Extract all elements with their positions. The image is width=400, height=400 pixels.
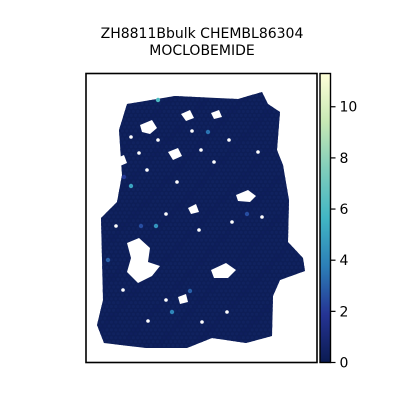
chart-title: ZH8811Bbulk CHEMBL86304 (100, 26, 304, 42)
white-speck-5 (145, 168, 149, 172)
high-expression-spots (105, 97, 250, 315)
white-speck-9 (230, 220, 234, 224)
high-spot-2 (153, 223, 159, 229)
colorbar-ticks: 0 2 4 6 8 10 (330, 100, 358, 372)
white-speck-7 (197, 228, 201, 232)
hole-lower-mid (178, 294, 188, 304)
colorbar-tick-label-8: 8 (340, 151, 349, 167)
hole-top-a (181, 110, 194, 121)
hole-upper-mid (168, 148, 182, 160)
white-speck-10 (114, 224, 118, 228)
white-speck-0 (156, 138, 160, 142)
hole-right-upper (236, 190, 256, 202)
chart-subtitle: MOCLOBEMIDE (149, 43, 255, 59)
white-speck-18 (137, 151, 141, 155)
white-speck-15 (260, 215, 264, 219)
colorbar (319, 72, 332, 364)
white-speck-3 (212, 160, 216, 164)
colorbar-tick-label-2: 2 (340, 304, 349, 320)
white-speck-6 (175, 180, 179, 184)
white-speck-11 (121, 288, 125, 292)
high-spot-3 (169, 309, 175, 315)
hole-top-b (211, 110, 222, 119)
white-specks (114, 129, 264, 324)
hole-left-edge (117, 155, 127, 166)
colorbar-tick-label-4: 4 (340, 253, 349, 269)
high-spot-7 (138, 223, 144, 229)
tissue-holes (117, 110, 256, 304)
white-speck-16 (200, 320, 204, 324)
white-speck-17 (190, 129, 194, 133)
hole-large-left (127, 238, 160, 283)
colorbar-tick-label-0: 0 (340, 356, 349, 372)
white-speck-4 (227, 138, 231, 142)
white-speck-8 (164, 212, 168, 216)
colorbar-tick-label-6: 6 (340, 202, 349, 218)
high-spot-9 (121, 174, 127, 180)
white-speck-13 (225, 310, 229, 314)
hole-right-middle (211, 263, 236, 278)
colorbar-tick-label-10: 10 (340, 100, 358, 116)
white-speck-2 (199, 148, 203, 152)
high-spot-8 (244, 211, 250, 217)
high-spot-6 (187, 288, 193, 294)
white-speck-14 (146, 319, 150, 323)
hole-mid-a (188, 204, 199, 214)
white-speck-12 (164, 298, 168, 302)
high-spot-5 (105, 257, 111, 263)
hole-upper-left (140, 120, 157, 134)
high-spot-0 (155, 97, 161, 103)
high-spot-1 (128, 183, 134, 189)
high-spot-4 (205, 129, 211, 135)
white-speck-1 (129, 135, 133, 139)
white-speck-19 (256, 150, 260, 154)
